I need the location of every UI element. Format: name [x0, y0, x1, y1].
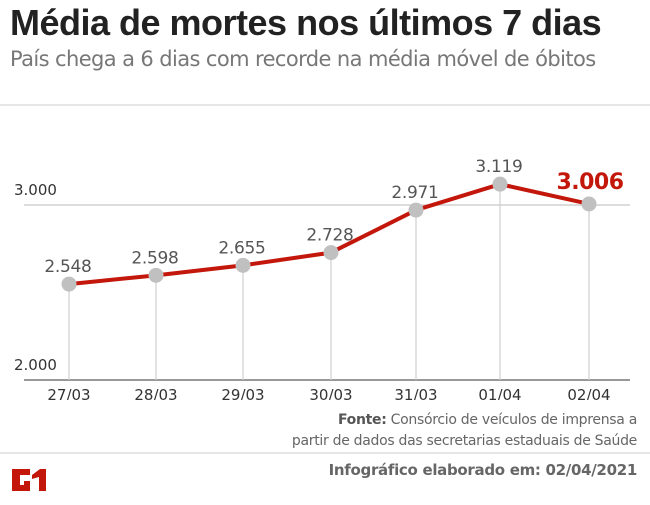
data-label: 2.728	[306, 226, 353, 246]
y-tick-label: 3.000	[14, 181, 57, 199]
data-label: 3.119	[475, 157, 522, 177]
source-text-1: Consórcio de veículos de imprensa a	[386, 412, 638, 428]
highlight-data-label: 3.006	[556, 170, 623, 195]
data-point	[61, 276, 77, 292]
source-label: Fonte:	[337, 412, 387, 428]
x-tick-label: 28/03	[134, 386, 177, 400]
x-tick-label: 29/03	[221, 386, 264, 400]
data-label: 2.548	[44, 257, 91, 277]
x-tick-label: 30/03	[309, 386, 352, 400]
source-note: Fonte: Consórcio de veículos de imprensa…	[292, 410, 637, 452]
footer-divider	[0, 452, 650, 454]
y-tick-label: 2.000	[14, 356, 57, 374]
chart-title: Média de mortes nos últimos 7 dias	[10, 2, 602, 43]
x-tick-label: 01/04	[478, 386, 521, 400]
data-label: 2.971	[391, 183, 438, 203]
data-label: 2.598	[131, 248, 178, 268]
data-point	[148, 267, 164, 283]
x-tick-label: 31/03	[394, 386, 437, 400]
line-chart: 2.000 3.000 2.548 2.598 2.655 2.728 2.971 3.11…	[14, 157, 630, 400]
data-point	[581, 196, 597, 212]
data-point	[408, 202, 424, 218]
data-point	[492, 176, 508, 192]
data-point	[323, 245, 339, 261]
data-label: 2.655	[218, 238, 265, 258]
data-point	[235, 257, 251, 273]
infographic-date: Infográfico elaborado em: 02/04/2021	[328, 461, 638, 479]
x-tick-label: 02/04	[567, 386, 610, 400]
header-divider	[0, 104, 650, 106]
chart-subtitle: País chega a 6 dias com recorde na média…	[10, 47, 596, 71]
g1-logo: G1	[12, 469, 46, 491]
source-text-2: partir de dados das secretarias estaduai…	[291, 433, 637, 449]
x-tick-label: 27/03	[47, 386, 90, 400]
